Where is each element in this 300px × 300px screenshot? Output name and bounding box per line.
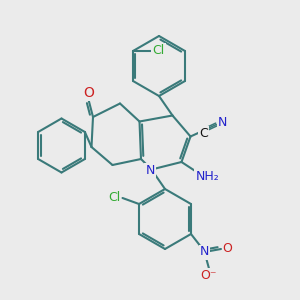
Text: N: N xyxy=(200,245,209,259)
Text: Cl: Cl xyxy=(108,191,120,205)
Text: O⁻: O⁻ xyxy=(201,268,217,282)
Text: N: N xyxy=(145,164,155,177)
Text: Cl: Cl xyxy=(152,44,165,58)
Text: N: N xyxy=(218,116,228,129)
Text: C: C xyxy=(199,127,208,140)
Text: O: O xyxy=(83,86,94,100)
Text: O: O xyxy=(223,242,232,256)
Text: NH₂: NH₂ xyxy=(195,170,219,183)
